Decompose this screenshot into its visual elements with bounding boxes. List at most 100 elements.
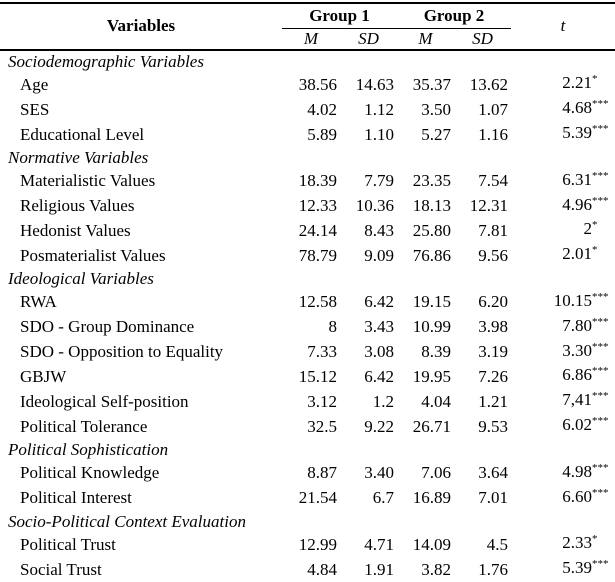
table-row: Materialistic Values 18.39 7.79 23.35 7.… <box>0 169 615 194</box>
variable-label: Political Knowledge <box>20 463 160 483</box>
table-row: GBJW 15.12 6.42 19.95 7.26 6.86*** <box>0 364 615 389</box>
column-header-group2-m: M <box>418 28 433 48</box>
group2-m-value: 8.39 <box>421 342 451 362</box>
variable-label: Religious Values <box>20 196 135 216</box>
table-row: SDO - Opposition to Equality 7.33 3.08 8… <box>0 340 615 365</box>
t-cell: 6.86*** <box>562 365 609 385</box>
group1-sd-value: 14.63 <box>355 74 394 94</box>
group2-sd-value: 7.01 <box>478 488 508 508</box>
section-row: Socio-Political Context Evaluation <box>0 511 615 533</box>
section-label: Socio-Political Context Evaluation <box>8 511 246 531</box>
group1-sd-value: 1.12 <box>364 99 394 119</box>
variable-label: Social Trust <box>20 559 102 579</box>
t-cell: 2.33* <box>562 533 598 553</box>
group1-sd-value: 4.71 <box>364 534 394 554</box>
t-cell: 2* <box>583 219 598 239</box>
group2-sd-value: 7.26 <box>478 366 508 386</box>
group2-m-value: 19.95 <box>412 366 451 386</box>
t-value: 7,41 <box>562 390 592 410</box>
group2-m-value: 7.06 <box>421 463 451 483</box>
variable-label: Age <box>20 74 49 94</box>
group2-sd-value: 9.53 <box>478 416 508 436</box>
variable-label: SDO - Opposition to Equality <box>20 342 224 362</box>
variable-label: SDO - Group Dominance <box>20 317 195 337</box>
group2-m-value: 35.37 <box>412 74 451 94</box>
t-cell: 6.31*** <box>562 169 609 189</box>
group1-m-value: 8 <box>328 317 338 337</box>
t-cell: 7.80*** <box>562 315 609 335</box>
section-label: Normative Variables <box>8 147 149 167</box>
column-header-group2: Group 2 <box>397 3 511 29</box>
group1-sd-value: 10.36 <box>355 196 394 216</box>
section-row: Political Sophistication <box>0 439 615 461</box>
group2-sd-value: 3.19 <box>478 342 508 362</box>
group2-m-value: 3.82 <box>421 559 451 579</box>
section-row: Sociodemographic Variables <box>0 50 615 73</box>
group2-sd-value: 7.81 <box>478 220 508 240</box>
group2-sd-value: 1.76 <box>478 559 508 579</box>
group2-m-value: 10.99 <box>412 317 451 337</box>
table-row: Political Tolerance 32.5 9.22 26.71 9.53… <box>0 414 615 439</box>
t-cell: 4.68*** <box>562 98 609 118</box>
group1-m-value: 78.79 <box>298 245 337 265</box>
group1-sd-value: 7.79 <box>364 171 394 191</box>
column-header-group2-sd: SD <box>472 28 493 48</box>
group1-sd-value: 9.09 <box>364 245 394 265</box>
table-row: Political Interest 21.54 6.7 16.89 7.01 … <box>0 486 615 511</box>
t-cell: 4.98*** <box>562 461 609 481</box>
variable-label: Ideological Self-position <box>20 391 189 411</box>
group1-m-value: 5.89 <box>307 124 337 144</box>
t-value: 2 <box>583 219 593 239</box>
group2-m-value: 4.04 <box>421 391 451 411</box>
group2-sd-value: 12.31 <box>469 196 508 216</box>
table-row: Social Trust 4.84 1.91 3.82 1.76 5.39*** <box>0 557 615 582</box>
variable-label: Materialistic Values <box>20 171 156 191</box>
group1-m-value: 15.12 <box>298 366 337 386</box>
column-header-t: t <box>560 16 566 36</box>
section-label: Political Sophistication <box>8 440 169 459</box>
t-value: 10.15 <box>553 290 592 310</box>
t-value: 7.80 <box>562 315 592 335</box>
group1-m-value: 8.87 <box>307 463 337 483</box>
table-row: Educational Level 5.89 1.10 5.27 1.16 5.… <box>0 122 615 147</box>
column-header-group1-sd: SD <box>358 28 379 48</box>
group1-sd-value: 3.40 <box>364 463 394 483</box>
variable-label: GBJW <box>20 366 67 386</box>
group1-m-value: 3.12 <box>307 391 337 411</box>
group2-sd-value: 1.07 <box>478 99 508 119</box>
t-value: 6.02 <box>562 415 592 435</box>
t-value: 4.98 <box>562 461 592 481</box>
section-label: Sociodemographic Variables <box>8 51 204 71</box>
group2-sd-value: 1.21 <box>478 391 508 411</box>
table-row: Hedonist Values 24.14 8.43 25.80 7.81 2* <box>0 218 615 243</box>
t-cell: 5.39*** <box>562 123 609 143</box>
t-cell: 6.60*** <box>562 486 609 506</box>
group1-m-value: 21.54 <box>298 488 337 508</box>
group2-m-value: 16.89 <box>412 488 451 508</box>
variable-label: RWA <box>20 292 57 312</box>
table-row: Posmaterialist Values 78.79 9.09 76.86 9… <box>0 243 615 268</box>
group1-m-value: 24.14 <box>298 220 337 240</box>
t-cell: 3.30*** <box>562 340 609 360</box>
t-value: 5.39 <box>562 123 592 143</box>
group1-m-value: 12.33 <box>298 196 337 216</box>
t-value: 6.86 <box>562 365 592 385</box>
t-cell: 2.21* <box>562 73 598 93</box>
table-row: RWA 12.58 6.42 19.15 6.20 10.15*** <box>0 290 615 315</box>
t-cell: 5.39*** <box>562 558 609 578</box>
group2-sd-value: 1.16 <box>478 124 508 144</box>
group1-m-value: 4.84 <box>307 559 337 579</box>
column-header-variables: Variables <box>106 16 176 36</box>
t-value: 2.21 <box>562 73 592 93</box>
group1-m-value: 18.39 <box>298 171 337 191</box>
t-value: 2.33 <box>562 533 592 553</box>
t-value: 5.39 <box>562 558 592 578</box>
t-value: 6.60 <box>562 486 592 506</box>
group2-m-value: 25.80 <box>412 220 451 240</box>
column-header-group1-m: M <box>303 28 319 48</box>
group1-sd-value: 8.43 <box>364 220 394 240</box>
t-cell: 4.96*** <box>562 194 609 214</box>
group2-sd-value: 3.98 <box>478 317 508 337</box>
table-row: Ideological Self-position 3.12 1.2 4.04 … <box>0 389 615 414</box>
table-row: Religious Values 12.33 10.36 18.13 12.31… <box>0 194 615 219</box>
